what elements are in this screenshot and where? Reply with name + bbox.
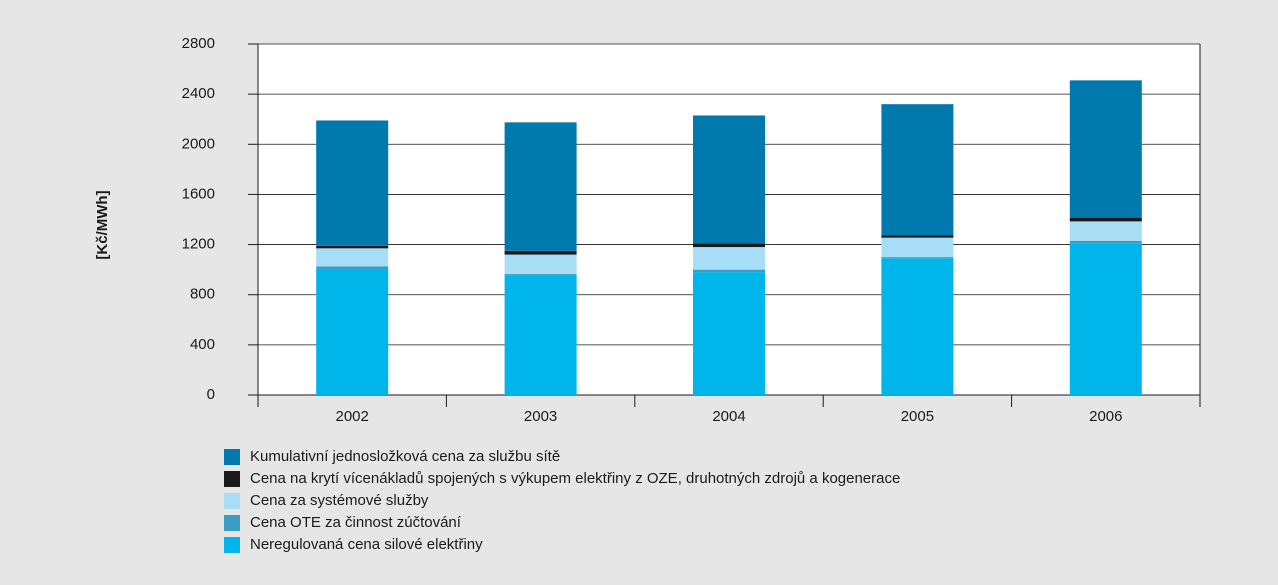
legend-swatch [224, 515, 240, 531]
bar-segment [1069, 243, 1142, 395]
bar-segment [504, 254, 577, 275]
bar-segment [504, 275, 577, 395]
x-tick-label: 2003 [524, 408, 557, 425]
y-tick-label: 2400 [182, 85, 215, 102]
legend-label: Kumulativní jednosložková cena za službu… [250, 448, 560, 465]
legend-label: Neregulovaná cena silové elektřiny [250, 536, 483, 553]
legend-swatch [224, 537, 240, 553]
bar-segment [881, 235, 954, 238]
bar-segment [316, 266, 389, 270]
bar-segment [316, 248, 389, 267]
bar-segment [693, 269, 765, 273]
y-tick-label: 0 [207, 386, 215, 403]
bar-segment [504, 122, 577, 251]
legend-label: Cena OTE za činnost zúčtování [250, 514, 462, 531]
y-tick-label: 2000 [182, 135, 215, 152]
bar-segment [316, 245, 389, 249]
legend-swatch [224, 449, 240, 465]
y-tick-label: 1200 [182, 236, 215, 253]
x-tick-label: 2004 [712, 408, 745, 425]
y-tick-label: 800 [190, 286, 215, 303]
bar-segment [1069, 80, 1142, 218]
legend-swatch [224, 493, 240, 509]
legend-label: Cena na krytí vícenákladů spojených s vý… [250, 470, 900, 487]
bar-segment [693, 243, 765, 248]
bar-segment [881, 257, 954, 259]
bar-segment [881, 104, 954, 236]
bar-segment [693, 115, 765, 244]
legend-label: Cena za systémové služby [250, 492, 429, 509]
y-tick-label: 1600 [182, 185, 215, 202]
bar-segment [1069, 240, 1142, 244]
bar-segment [504, 274, 577, 276]
legend-swatch [224, 471, 240, 487]
bar-segment [504, 250, 577, 255]
bar-segment [693, 247, 765, 270]
bar-segment [1069, 221, 1142, 241]
bar-segment [316, 269, 389, 395]
bar-segment [316, 120, 389, 246]
y-tick-label: 2800 [182, 35, 215, 52]
bar-segment [881, 237, 954, 258]
x-tick-label: 2002 [336, 408, 369, 425]
bar-segment [693, 272, 765, 395]
bar-segment [1069, 217, 1142, 222]
y-tick-label: 400 [190, 336, 215, 353]
y-axis-label: [Kč/MWh] [94, 190, 111, 259]
bar-segment [881, 258, 954, 395]
x-tick-label: 2006 [1089, 408, 1122, 425]
x-tick-label: 2005 [901, 408, 934, 425]
